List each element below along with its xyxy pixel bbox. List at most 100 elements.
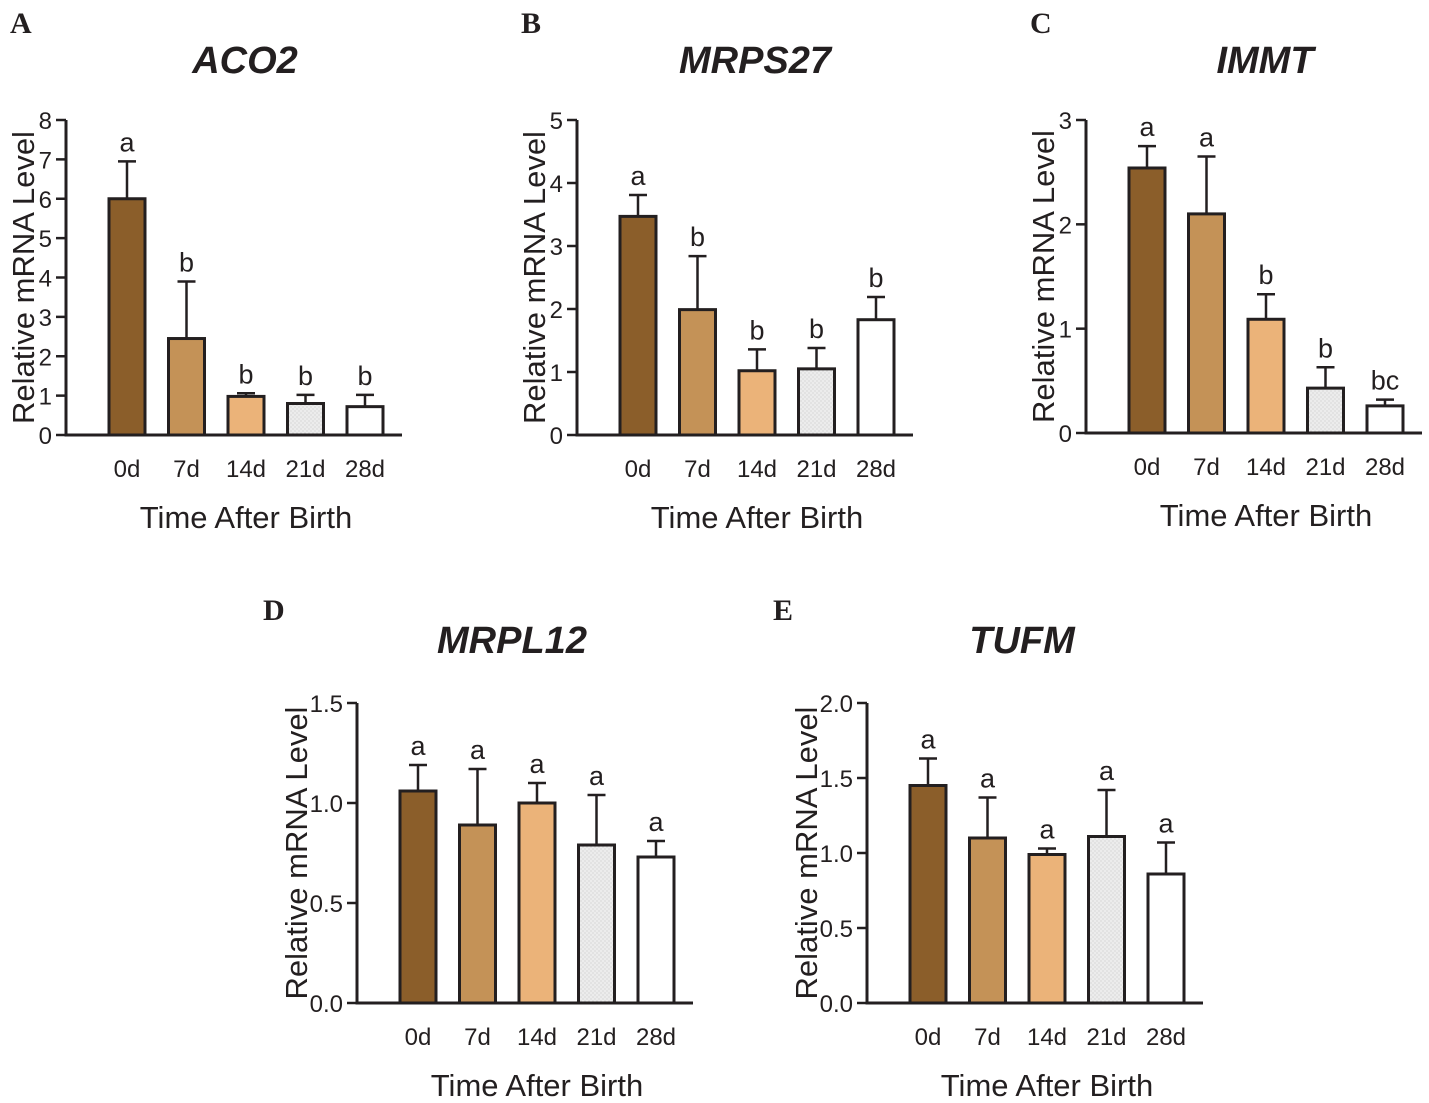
bar-21d	[797, 367, 836, 437]
significance-label: a	[1199, 123, 1215, 153]
y-tick-label: 4	[39, 266, 52, 293]
significance-label: bc	[1371, 366, 1400, 396]
significance-label: b	[749, 315, 764, 345]
y-tick-label: 2	[550, 297, 563, 324]
y-tick-label: 2.0	[820, 691, 853, 718]
y-tick-label: 3	[1059, 108, 1072, 135]
bar-7d	[167, 337, 206, 437]
y-tick-label: 4	[550, 171, 563, 198]
y-tick-label: 0	[1059, 421, 1072, 448]
x-axis-label: Time After Birth	[941, 1068, 1153, 1103]
bar-7d	[458, 823, 497, 1005]
bar-28d	[1365, 404, 1405, 435]
bar-21d	[286, 402, 325, 437]
significance-label: a	[470, 735, 486, 765]
panel-letter: C	[1030, 7, 1052, 40]
x-tick-label: 21d	[796, 456, 836, 483]
significance-label: a	[920, 725, 936, 755]
significance-label: b	[357, 361, 372, 391]
y-tick-label: 1.5	[310, 691, 343, 718]
x-axis-label: Time After Birth	[431, 1068, 643, 1103]
bar-14d	[226, 394, 266, 437]
y-tick-label: 1	[550, 360, 563, 387]
x-tick-label: 21d	[285, 456, 325, 483]
bar-28d	[636, 855, 676, 1005]
x-tick-label: 28d	[636, 1024, 676, 1051]
y-tick-label: 1	[39, 384, 52, 411]
panel-letter: B	[521, 7, 541, 40]
bar-14d	[737, 369, 777, 437]
bar-7d	[1187, 212, 1226, 435]
y-tick-label: 2	[39, 344, 52, 371]
panel-letter: A	[10, 7, 32, 40]
chart-title: TUFM	[969, 620, 1076, 662]
significance-label: a	[1158, 809, 1174, 839]
x-tick-label: 0d	[1134, 454, 1161, 481]
panel-letter: E	[773, 594, 793, 627]
y-tick-label: 1.0	[310, 791, 343, 818]
significance-label: b	[868, 263, 883, 293]
bar-7d	[678, 308, 717, 437]
x-tick-label: 14d	[226, 456, 266, 483]
x-tick-label: 7d	[684, 456, 711, 483]
y-tick-label: 0	[39, 423, 52, 450]
significance-label: a	[529, 749, 545, 779]
y-tick-label: 1	[1059, 317, 1072, 344]
significance-label: a	[119, 127, 135, 157]
significance-label: a	[1099, 756, 1115, 786]
significance-label: b	[298, 361, 313, 391]
y-tick-label: 0.5	[310, 891, 343, 918]
chart-title: ACO2	[191, 40, 298, 82]
y-tick-label: 8	[39, 108, 52, 135]
y-tick-label: 7	[39, 147, 52, 174]
significance-label: a	[648, 807, 664, 837]
y-tick-label: 5	[550, 108, 563, 135]
bar-7d	[968, 836, 1007, 1005]
x-tick-label: 28d	[1146, 1024, 1186, 1051]
x-tick-label: 14d	[517, 1024, 557, 1051]
y-axis-label: Relative mRNA Level	[279, 707, 314, 1000]
y-tick-label: 5	[39, 226, 52, 253]
bar-0d	[1127, 166, 1167, 435]
y-tick-label: 3	[550, 234, 563, 261]
significance-label: b	[809, 314, 824, 344]
x-tick-label: 21d	[1305, 454, 1345, 481]
significance-label: a	[630, 161, 646, 191]
x-tick-label: 14d	[1027, 1024, 1067, 1051]
x-tick-label: 28d	[856, 456, 896, 483]
y-tick-label: 2	[1059, 212, 1072, 239]
significance-label: a	[589, 761, 605, 791]
chart-title: MRPL12	[437, 620, 587, 662]
x-tick-label: 0d	[405, 1024, 432, 1051]
bar-28d	[1146, 872, 1186, 1005]
x-tick-label: 28d	[1365, 454, 1405, 481]
bar-0d	[618, 214, 658, 437]
x-axis-label: Time After Birth	[1160, 498, 1372, 533]
x-tick-label: 7d	[173, 456, 200, 483]
y-axis-label: Relative mRNA Level	[1026, 130, 1061, 423]
bar-0d	[107, 197, 147, 437]
y-tick-label: 0	[550, 423, 563, 450]
x-tick-label: 0d	[915, 1024, 942, 1051]
x-tick-label: 0d	[625, 456, 652, 483]
y-axis-label: Relative mRNA Level	[789, 707, 824, 1000]
significance-label: a	[1039, 815, 1055, 845]
y-axis-label: Relative mRNA Level	[6, 131, 41, 424]
x-axis-label: Time After Birth	[651, 500, 863, 535]
significance-label: b	[690, 222, 705, 252]
bar-21d	[1306, 386, 1345, 435]
x-tick-label: 7d	[1193, 454, 1220, 481]
panel-letter: D	[263, 594, 285, 627]
significance-label: b	[1258, 260, 1273, 290]
chart-title: IMMT	[1216, 40, 1316, 82]
bar-14d	[517, 801, 557, 1005]
bar-28d	[856, 318, 896, 437]
y-tick-label: 6	[39, 187, 52, 214]
y-axis-label: Relative mRNA Level	[517, 131, 552, 424]
x-tick-label: 28d	[345, 456, 385, 483]
significance-label: a	[980, 764, 996, 794]
